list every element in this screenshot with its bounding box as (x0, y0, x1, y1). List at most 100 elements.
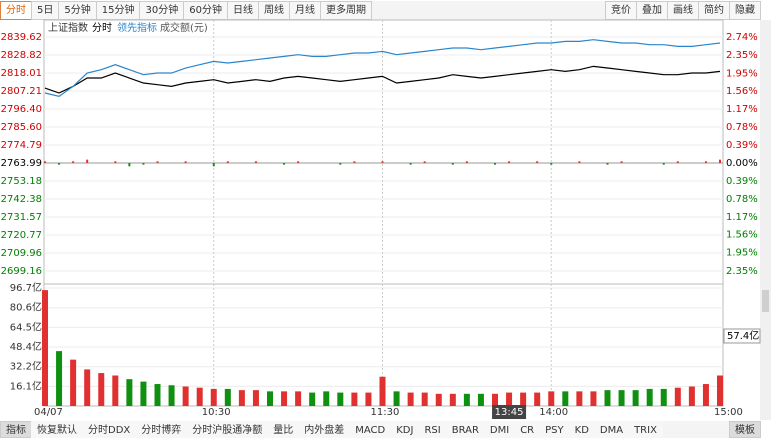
plot-frame (43, 19, 724, 407)
volume-bar (267, 391, 273, 406)
indicator-tab[interactable]: CR (514, 421, 541, 438)
indicator-tab[interactable]: RSI (418, 421, 447, 438)
indicator-tab[interactable]: DMA (593, 421, 630, 438)
volume-bar (42, 290, 48, 406)
legend-title: 上证指数 (48, 21, 88, 34)
volume-tick-label: 32.2亿 (10, 360, 42, 373)
y2-tick-label: 1.17% (726, 104, 758, 115)
indicator-tab[interactable]: TRIX (628, 421, 663, 438)
volume-bar (56, 351, 63, 406)
indicator-tab[interactable]: DMI (483, 421, 516, 438)
volume-bar (717, 375, 723, 406)
volume-bar (337, 392, 344, 406)
y-tick-label: 2807.21 (1, 86, 42, 97)
toolbar-button[interactable]: 分时 (0, 1, 32, 20)
time-cursor-label: 13:45 (495, 407, 524, 418)
x-tick-label: 11:30 (371, 407, 400, 418)
y-tick-label: 2785.60 (1, 122, 42, 133)
volume-bar (309, 392, 316, 406)
y2-tick-label: 2.74% (726, 32, 758, 43)
indicator-tab[interactable]: PSY (539, 421, 570, 438)
volume-bar (646, 388, 653, 406)
y-tick-label: 2763.99 (1, 158, 42, 169)
y-tick-label: 2774.79 (1, 140, 42, 151)
volume-bar (520, 392, 527, 406)
volume-bar (407, 392, 414, 406)
volume-bar (632, 390, 639, 406)
y2-tick-label: 0.39% (726, 140, 758, 151)
volume-bar (463, 393, 470, 406)
indicator-tab[interactable]: 分时沪股通净额 (186, 421, 269, 438)
indicator-tab[interactable]: 指标 (0, 421, 32, 438)
indicator-tabs: 指标 恢复默认 分时DDX 分时博弈 分时沪股通净额 量比 内外盘差 MACD KDJ RSI BR… (0, 421, 761, 438)
volume-bar (140, 381, 147, 406)
volume-tick-label: 80.6亿 (10, 301, 42, 314)
volume-bar (562, 391, 569, 406)
y2-tick-label: 1.17% (726, 212, 758, 223)
indicator-tab[interactable]: 量比 (267, 421, 300, 438)
volume-bar (154, 384, 161, 406)
x-tick-label: 14:00 (539, 407, 568, 418)
volume-bar (548, 391, 555, 406)
scroll-thumb[interactable] (762, 290, 769, 312)
indicator-tab[interactable]: BRAR (445, 421, 485, 438)
volume-bar (688, 386, 695, 406)
volume-bar (323, 391, 330, 406)
indicator-tab[interactable]: 内外盘差 (298, 421, 351, 438)
y2-tick-label: 2.35% (726, 266, 758, 277)
volume-tick-label: 48.4亿 (10, 340, 42, 353)
volume-bar (224, 388, 231, 406)
indicator-tab[interactable]: 分时博弈 (135, 421, 188, 438)
volume-bar (604, 390, 611, 406)
y-tick-label: 2818.01 (1, 68, 42, 79)
legend-item: 领先指标 (117, 21, 157, 34)
x-tick-label: 10:30 (202, 407, 231, 418)
volume-bar (98, 373, 105, 406)
legend-item: 分时 (92, 22, 112, 34)
volume-tick-label: 96.7亿 (10, 281, 42, 294)
indicator-tab[interactable]: 模板 (729, 421, 761, 438)
indicator-tab[interactable]: 恢复默认 (31, 421, 83, 438)
y-tick-label: 2828.82 (1, 50, 42, 61)
volume-bar (618, 390, 625, 406)
y2-tick-label: 1.56% (726, 86, 758, 97)
volume-bar (421, 392, 428, 406)
y2-tick-label: 0.78% (726, 194, 758, 205)
volume-tick-label: 16.1亿 (10, 379, 42, 392)
y-tick-label: 2796.40 (1, 104, 42, 115)
price-line (44, 39, 721, 97)
y2-tick-label: 1.56% (726, 230, 758, 241)
volume-bar (379, 376, 386, 406)
y2-tick-label: 0.78% (726, 122, 758, 133)
volume-bar (702, 384, 709, 406)
y-tick-label: 2753.18 (1, 176, 42, 187)
volume-bar (492, 393, 498, 406)
y2-tick-label: 1.95% (726, 248, 758, 259)
volume-bar (351, 392, 358, 406)
legend-item: 成交额(元) (160, 21, 208, 34)
volume-bar (281, 391, 288, 406)
indicator-tab[interactable]: KD (568, 421, 595, 438)
indicator-tab[interactable]: 分时DDX (82, 421, 137, 438)
y-tick-label: 2699.16 (1, 266, 42, 277)
volume-bar (674, 387, 681, 406)
volume-bar (365, 392, 372, 406)
volume-bar (182, 386, 189, 406)
y-tick-label: 2742.38 (1, 194, 42, 205)
toolbar-button[interactable]: 更多周期 (319, 1, 372, 20)
volume-tick-label: 64.5亿 (10, 320, 42, 333)
volume-bar (238, 390, 245, 406)
cursor-label: 57.4亿 (727, 329, 759, 342)
indicator-tab[interactable]: MACD (349, 421, 392, 438)
scrollbar (760, 20, 771, 420)
indicator-tab[interactable]: KDJ (390, 421, 420, 438)
volume-bar (196, 387, 203, 406)
y-tick-label: 2709.96 (1, 248, 42, 259)
x-tick-label: 04/07 (34, 407, 63, 418)
y-tick-label: 2731.57 (1, 212, 42, 223)
y-tick-label: 2839.62 (1, 32, 42, 43)
toolbar-button[interactable]: 隐藏 (729, 1, 761, 20)
time-cursor-box (492, 405, 527, 419)
volume-bar (295, 391, 302, 406)
volume-bar (393, 391, 400, 406)
